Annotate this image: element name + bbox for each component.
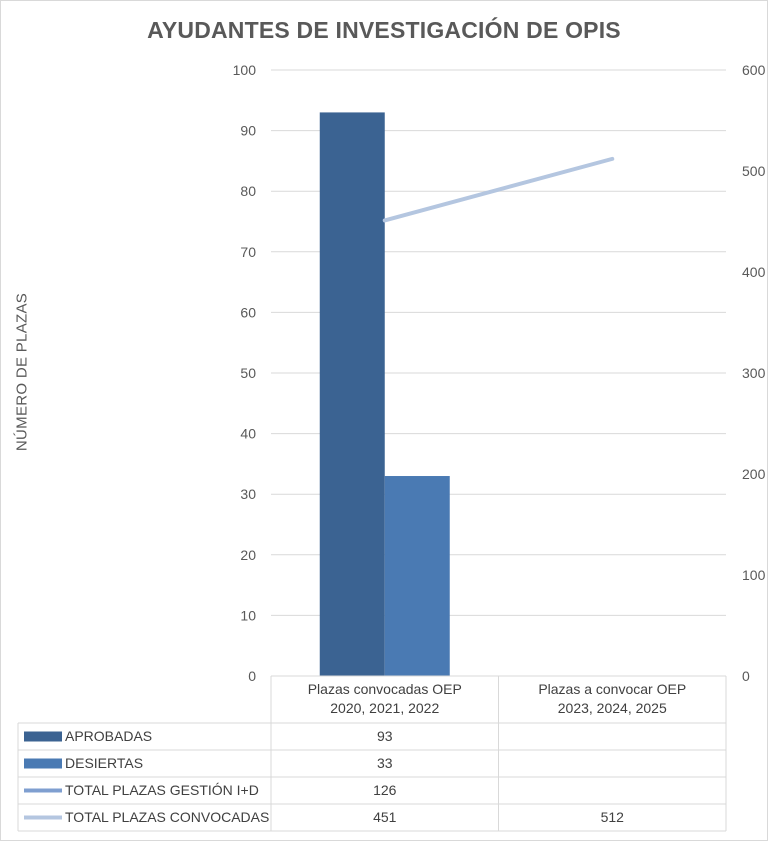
legend-label: TOTAL PLAZAS CONVOCADAS xyxy=(65,808,270,825)
y2-tick-label: 600 xyxy=(742,62,766,78)
y2-tick-label: 200 xyxy=(742,466,766,482)
y-tick-label: 10 xyxy=(240,607,256,623)
y2-tick-label: 400 xyxy=(742,264,766,280)
bar-aprobadas xyxy=(319,112,385,677)
y-tick-label: 80 xyxy=(240,183,256,199)
y-tick-label: 50 xyxy=(240,365,256,381)
y-tick-label: 20 xyxy=(240,547,256,563)
legend-key xyxy=(24,758,62,769)
y-tick-label: 60 xyxy=(240,304,256,320)
table-cell-value: 512 xyxy=(600,808,624,825)
y-tick-label: 40 xyxy=(240,426,256,442)
y-tick-label: 100 xyxy=(233,62,257,78)
y-tick-label: 70 xyxy=(240,244,256,260)
legend-label: APROBADAS xyxy=(65,727,153,744)
y-tick-label: 90 xyxy=(240,123,256,139)
line-series xyxy=(382,156,615,223)
table-cell-value: 126 xyxy=(373,781,397,798)
y-tick-label: 0 xyxy=(248,668,256,684)
legend-key xyxy=(24,731,62,742)
category-label: Plazas a convocar OEP 2023, 2024, 2025 xyxy=(538,681,687,716)
table-cell-value: 33 xyxy=(376,754,393,771)
y-tick-label: 30 xyxy=(240,486,256,502)
y2-tick-label: 500 xyxy=(742,163,766,179)
chart-title: AYUDANTES DE INVESTIGACIÓN DE OPIS xyxy=(147,17,621,43)
category-label: Plazas convocadas OEP 2020, 2021, 2022 xyxy=(307,681,462,716)
table-cell-value: 93 xyxy=(376,727,393,744)
table-cell-value: 451 xyxy=(373,808,397,825)
y2-tick-label: 100 xyxy=(742,567,766,583)
bar-desiertas xyxy=(384,476,450,676)
y2-tick-label: 0 xyxy=(742,668,750,684)
legend-label: TOTAL PLAZAS GESTIÓN I+D xyxy=(65,781,259,798)
y2-tick-label: 300 xyxy=(742,365,766,381)
legend-label: DESIERTAS xyxy=(65,754,144,771)
